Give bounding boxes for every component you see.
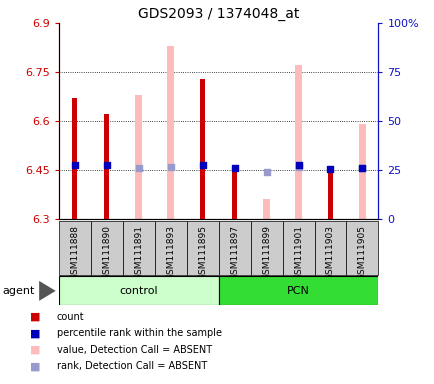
Bar (232, 167, 236, 219)
Text: GSM111888: GSM111888 (70, 225, 79, 280)
Point (135, 165, 142, 171)
Text: count: count (56, 312, 84, 322)
Bar (135, 95, 142, 219)
Point (71, 162, 78, 168)
Bar (218, 276, 378, 305)
Bar (59, 221, 91, 275)
Text: control: control (119, 286, 158, 296)
Bar (328, 173, 332, 219)
Text: PCN: PCN (286, 286, 309, 296)
Bar (250, 221, 282, 275)
Text: percentile rank within the sample: percentile rank within the sample (56, 328, 221, 338)
Bar (155, 221, 186, 275)
Text: rank, Detection Call = ABSENT: rank, Detection Call = ABSENT (56, 361, 206, 371)
Text: GSM111905: GSM111905 (357, 225, 366, 280)
Bar (91, 221, 122, 275)
Text: GSM111893: GSM111893 (166, 225, 175, 280)
Point (358, 165, 365, 171)
Point (199, 162, 206, 168)
Bar (59, 276, 218, 305)
Polygon shape (39, 281, 56, 301)
Bar (72, 98, 77, 219)
Point (230, 165, 237, 171)
Bar (282, 221, 314, 275)
Bar (167, 46, 174, 219)
Text: GSM111897: GSM111897 (230, 225, 239, 280)
Text: GSM111895: GSM111895 (197, 225, 207, 280)
Bar (104, 114, 108, 219)
Bar (358, 124, 365, 219)
Text: ■: ■ (30, 328, 41, 338)
Text: ■: ■ (30, 345, 41, 355)
Point (326, 166, 333, 172)
Bar (186, 221, 218, 275)
Text: ■: ■ (30, 361, 41, 371)
Text: ■: ■ (30, 312, 41, 322)
Point (294, 164, 301, 170)
Bar (200, 79, 204, 219)
Text: GSM111901: GSM111901 (293, 225, 302, 280)
Bar (294, 66, 301, 219)
Point (103, 162, 110, 168)
Bar (122, 221, 155, 275)
Bar (263, 199, 270, 219)
Point (167, 164, 174, 170)
Text: GSM111903: GSM111903 (325, 225, 334, 280)
Point (263, 169, 270, 175)
Text: value, Detection Call = ABSENT: value, Detection Call = ABSENT (56, 345, 211, 355)
Title: GDS2093 / 1374048_at: GDS2093 / 1374048_at (138, 7, 299, 21)
Text: GSM111891: GSM111891 (134, 225, 143, 280)
Text: GSM111899: GSM111899 (261, 225, 270, 280)
Text: GSM111890: GSM111890 (102, 225, 111, 280)
Point (358, 165, 365, 171)
Bar (314, 221, 345, 275)
Bar (346, 221, 378, 275)
Bar (218, 221, 250, 275)
Point (294, 162, 301, 168)
Text: agent: agent (2, 286, 34, 296)
